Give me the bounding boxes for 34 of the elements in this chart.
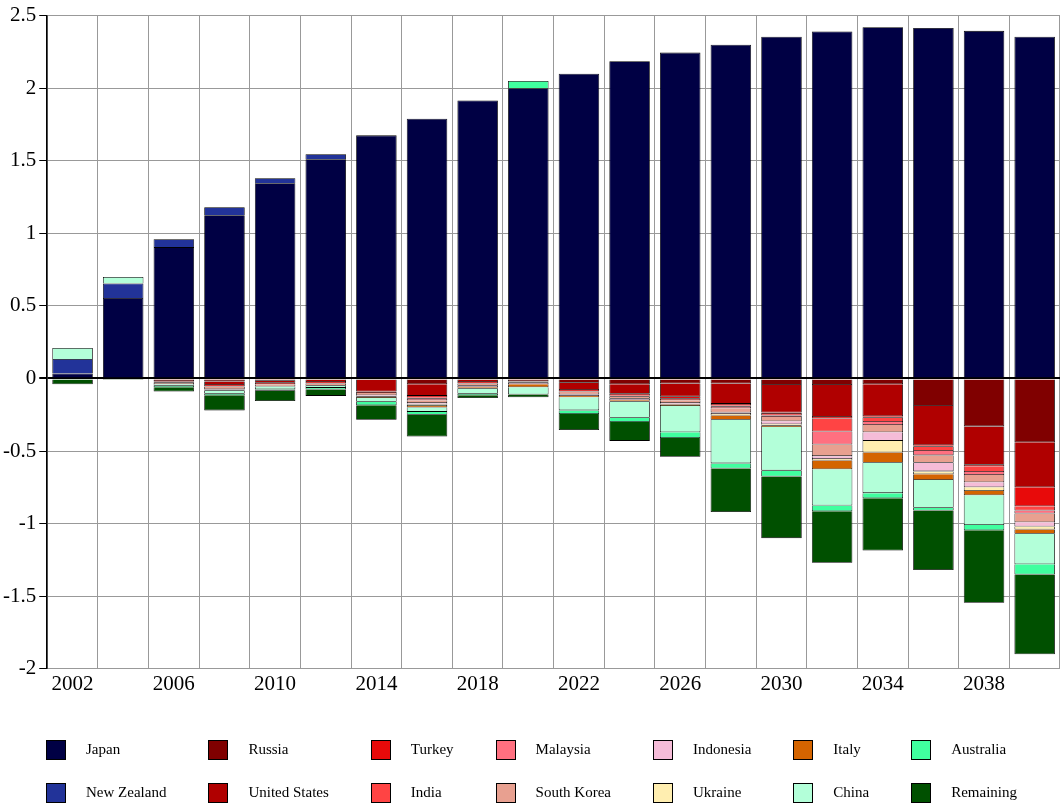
x-tick-label: 2038 bbox=[963, 670, 1006, 695]
y-tick-label: -2 bbox=[18, 655, 37, 680]
x-tick-label: 2026 bbox=[659, 670, 702, 695]
x-tick-label: 2014 bbox=[355, 670, 398, 695]
legend-label: Malaysia bbox=[535, 741, 591, 758]
legend-label: Turkey bbox=[410, 741, 454, 758]
legend-label: Indonesia bbox=[693, 741, 752, 758]
y-tick-label: 0 bbox=[25, 365, 37, 389]
x-tick-label: 2034 bbox=[861, 670, 905, 695]
legend-label: Ukraine bbox=[693, 784, 742, 801]
y-tick-label: 2 bbox=[25, 74, 37, 99]
x-tick-label: 2006 bbox=[152, 670, 195, 695]
y-tick-label: -0.5 bbox=[2, 437, 37, 462]
legend-label: Remaining bbox=[951, 784, 1017, 801]
legend-label: China bbox=[833, 784, 870, 801]
y-tick-label: -1.5 bbox=[2, 582, 37, 607]
legend-label: India bbox=[410, 784, 442, 801]
legend-label: New Zealand bbox=[86, 784, 167, 801]
legend-label: Italy bbox=[833, 741, 861, 758]
x-tick-label: 2022 bbox=[557, 670, 600, 695]
legend-label: Australia bbox=[951, 741, 1007, 758]
legend-label: Russia bbox=[248, 741, 289, 758]
x-tick-label: 2010 bbox=[254, 670, 297, 695]
y-tick-label: 1.5 bbox=[9, 147, 37, 172]
y-tick-label: 1 bbox=[25, 219, 37, 244]
y-tick-label: 0.5 bbox=[9, 292, 37, 317]
x-tick-label: 2002 bbox=[51, 670, 94, 695]
x-tick-label: 2030 bbox=[760, 670, 803, 695]
x-tick-label: 2018 bbox=[456, 670, 499, 695]
y-tick-label: -1 bbox=[18, 510, 37, 535]
legend-label: Japan bbox=[86, 741, 121, 758]
legend-label: United States bbox=[248, 784, 329, 801]
legend-label: South Korea bbox=[535, 784, 611, 801]
y-tick-label: 2.5 bbox=[9, 2, 37, 27]
